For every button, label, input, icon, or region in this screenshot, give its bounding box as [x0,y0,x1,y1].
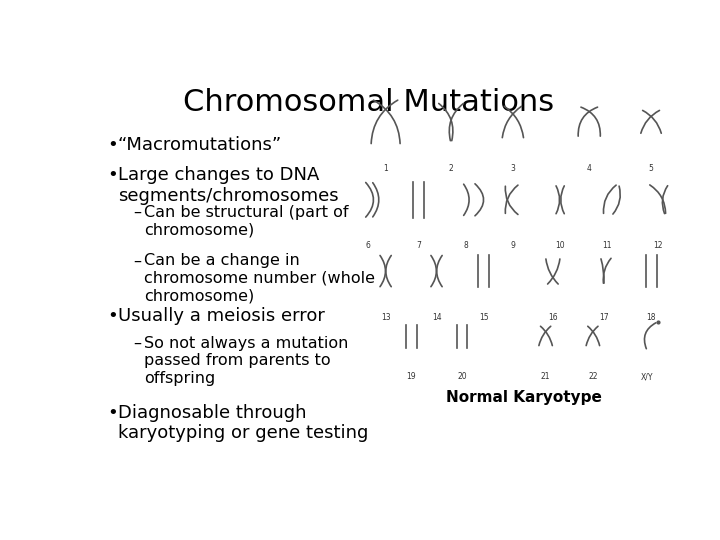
Text: Chromosomal Mutations: Chromosomal Mutations [184,88,554,117]
Text: •: • [107,136,118,154]
Text: –: – [133,205,141,220]
Text: 21: 21 [541,372,550,381]
Text: 2: 2 [449,164,454,173]
Text: So not always a mutation
passed from parents to
offspring: So not always a mutation passed from par… [144,336,348,386]
Text: 8: 8 [463,241,468,251]
Text: –: – [133,253,141,268]
Text: 14: 14 [432,313,441,322]
Text: X/Y: X/Y [642,372,654,381]
Text: 17: 17 [599,313,608,322]
Text: 18: 18 [647,313,656,322]
Text: Normal Karyotype: Normal Karyotype [446,390,602,405]
Text: Can be structural (part of
chromosome): Can be structural (part of chromosome) [144,205,348,238]
Text: –: – [133,336,141,351]
Text: 6: 6 [365,241,370,251]
Text: 15: 15 [479,313,489,322]
Text: 11: 11 [603,241,612,251]
Text: 16: 16 [548,313,558,322]
Text: 5: 5 [649,164,654,173]
Text: 12: 12 [654,241,663,251]
Text: 20: 20 [457,372,467,381]
Text: 3: 3 [510,164,516,173]
Text: 22: 22 [588,372,598,381]
Text: 7: 7 [416,241,420,251]
Text: •: • [107,166,118,185]
Text: 1: 1 [383,164,388,173]
Text: Can be a change in
chromosome number (whole
chromosome): Can be a change in chromosome number (wh… [144,253,375,303]
Text: Diagnosable through
karyotyping or gene testing: Diagnosable through karyotyping or gene … [118,403,368,442]
Text: •: • [107,307,118,325]
Text: 19: 19 [406,372,416,381]
Text: 9: 9 [510,241,516,251]
Text: 10: 10 [555,241,565,251]
Text: 4: 4 [587,164,592,173]
Text: Usually a meiosis error: Usually a meiosis error [118,307,325,325]
Text: Large changes to DNA
segments/chromosomes: Large changes to DNA segments/chromosome… [118,166,338,205]
Text: “Macromutations”: “Macromutations” [118,136,282,154]
Text: •: • [107,403,118,422]
Text: 13: 13 [381,313,390,322]
